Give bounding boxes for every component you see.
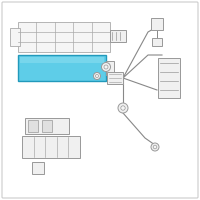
Bar — [158, 58, 180, 98]
Circle shape — [151, 143, 159, 151]
Circle shape — [102, 62, 110, 72]
Circle shape — [104, 65, 108, 69]
Circle shape — [153, 145, 157, 149]
Bar — [32, 162, 44, 174]
Bar — [18, 22, 110, 52]
Bar — [110, 30, 126, 42]
Bar — [42, 120, 52, 132]
Circle shape — [118, 103, 128, 113]
Bar — [151, 18, 163, 30]
Bar — [152, 38, 162, 46]
Bar — [22, 136, 80, 158]
Circle shape — [94, 72, 101, 79]
Bar — [25, 118, 69, 134]
Bar — [10, 28, 20, 46]
Bar — [106, 61, 114, 75]
Bar — [18, 55, 106, 81]
Bar — [107, 72, 123, 84]
Circle shape — [96, 74, 98, 77]
FancyBboxPatch shape — [2, 2, 198, 198]
Circle shape — [121, 106, 125, 110]
Bar — [28, 120, 38, 132]
Bar — [20, 57, 104, 63]
